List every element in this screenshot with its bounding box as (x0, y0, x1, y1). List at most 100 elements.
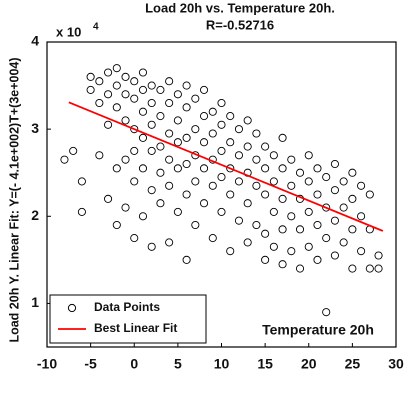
data-point (243, 238, 252, 247)
data-point (191, 125, 200, 134)
data-point (278, 164, 287, 173)
data-point (182, 103, 191, 112)
x-tick-label: 20 (301, 356, 317, 372)
y-tick-label: 3 (31, 120, 39, 136)
data-point (86, 72, 95, 81)
data-point (304, 151, 313, 160)
data-point (199, 199, 209, 208)
data-point (217, 98, 226, 108)
data-point (278, 225, 287, 234)
data-point (287, 212, 296, 221)
y-multiplier-exponent: 4 (93, 22, 99, 33)
data-point (182, 81, 191, 90)
data-point (322, 203, 331, 212)
chart-title: Load 20h vs. Temperature 20h. (145, 0, 335, 15)
data-point (252, 155, 261, 164)
data-point (121, 155, 130, 164)
data-point (208, 129, 217, 138)
data-point (217, 173, 226, 182)
data-point (156, 142, 165, 151)
x-tick-label: 15 (257, 356, 273, 372)
data-point (173, 116, 182, 125)
data-point (304, 242, 313, 251)
data-point (217, 120, 226, 129)
data-point (130, 94, 139, 103)
data-point (243, 199, 252, 208)
data-point (226, 138, 235, 147)
legend-swatch (67, 303, 77, 313)
chart-subtitle: R=-0.52716 (206, 17, 274, 32)
data-point (138, 212, 148, 221)
data-point (374, 264, 383, 273)
data-point (348, 194, 357, 203)
data-point (278, 194, 287, 203)
data-point (138, 107, 148, 116)
data-point (252, 220, 261, 230)
data-point (130, 177, 139, 186)
fit-line (68, 101, 384, 232)
legend-box (49, 294, 207, 344)
data-point (130, 234, 139, 243)
data-point (182, 255, 191, 264)
y-axis-label: Load 20h Y. Linear Fit: Y=(- 4.1e+002)T+… (7, 57, 21, 342)
data-point (357, 247, 366, 256)
data-point (339, 238, 348, 247)
data-point (348, 264, 357, 273)
data-point (165, 77, 174, 86)
data-point (104, 68, 113, 77)
x-tick-label: -5 (84, 356, 97, 372)
data-point (226, 164, 235, 173)
data-point (165, 181, 174, 190)
data-point (173, 90, 182, 99)
data-point (121, 203, 130, 212)
x-tick-label: 25 (345, 356, 361, 372)
data-point (287, 247, 296, 256)
data-point (104, 120, 113, 129)
data-point (330, 251, 339, 260)
data-point (261, 164, 270, 173)
x-axis-label: Temperature 20h (262, 322, 374, 338)
data-point (295, 168, 305, 177)
data-point (322, 173, 331, 182)
data-point (165, 98, 174, 108)
data-point (112, 220, 121, 230)
data-point (339, 177, 348, 186)
data-point (357, 181, 366, 190)
data-point (269, 177, 278, 186)
data-point (252, 181, 261, 190)
data-point (112, 164, 121, 173)
data-point (365, 264, 374, 273)
data-point (234, 177, 243, 186)
data-point (156, 112, 165, 121)
data-point (191, 177, 200, 186)
legend-label: Data Points (94, 300, 160, 314)
data-point (374, 251, 383, 260)
data-point (173, 207, 182, 216)
data-point (182, 133, 191, 142)
data-point (287, 181, 296, 190)
data-point (95, 77, 104, 86)
data-point (322, 234, 331, 243)
y-tick-label: 2 (31, 207, 39, 223)
data-point (199, 138, 209, 147)
data-point (69, 146, 78, 155)
data-point (156, 199, 165, 208)
data-point (173, 164, 182, 173)
data-point (243, 116, 252, 125)
data-point (287, 155, 296, 164)
data-point (278, 260, 287, 269)
data-point (95, 151, 104, 160)
data-point (77, 207, 86, 216)
data-point (130, 146, 139, 155)
data-point (104, 194, 113, 203)
data-point (121, 116, 130, 125)
data-point (147, 120, 156, 129)
data-point (138, 164, 148, 173)
data-point (130, 125, 139, 134)
data-point (261, 255, 270, 264)
data-point (217, 146, 226, 155)
y-tick-label: 1 (31, 294, 39, 310)
data-point (121, 72, 130, 81)
data-point (243, 142, 252, 151)
x-tick-label: 10 (214, 356, 230, 372)
